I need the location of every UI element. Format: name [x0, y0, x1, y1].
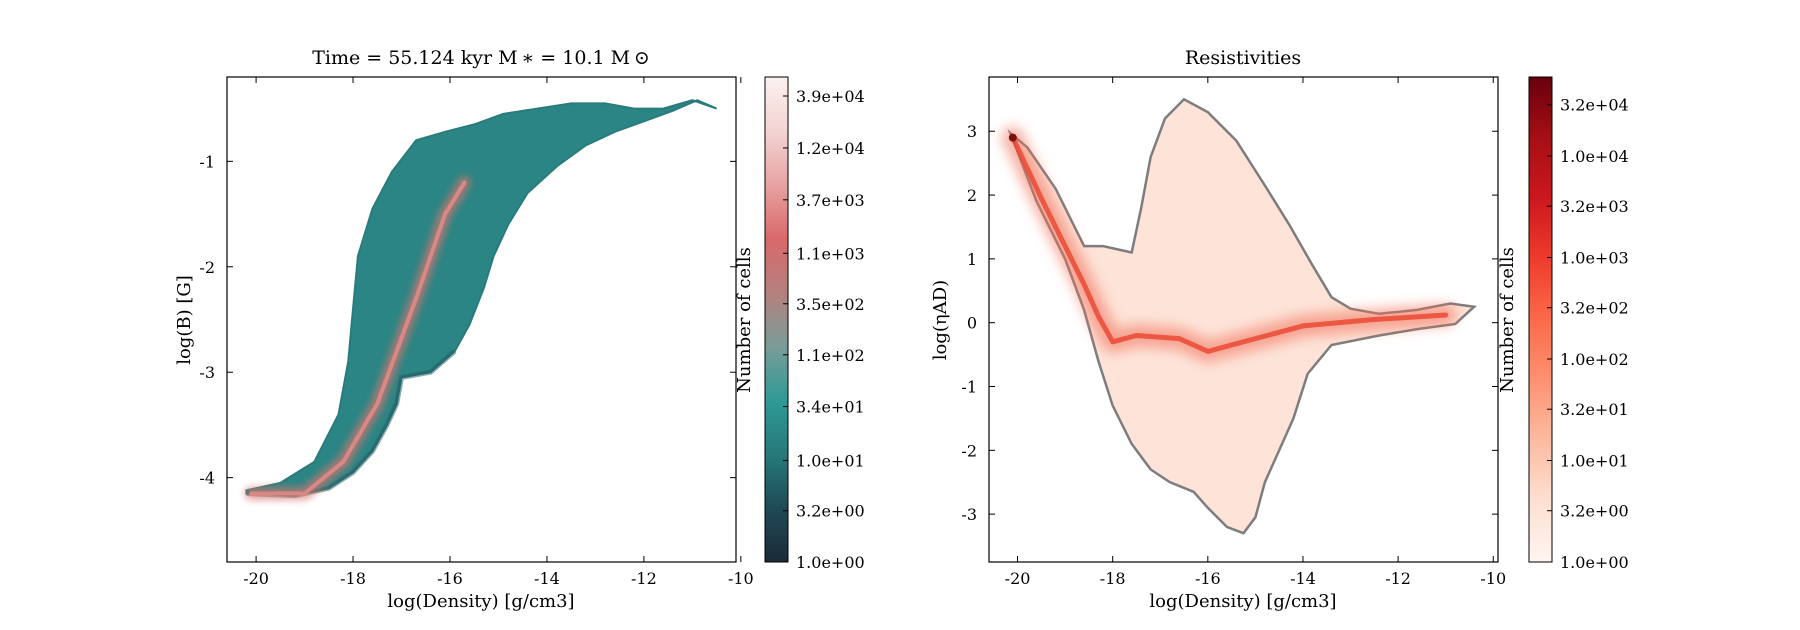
colorbar-tick-label: 3.7e+03 — [796, 191, 865, 210]
colorbar-tick-label: 1.0e+02 — [1560, 350, 1629, 369]
y-tick-label: -3 — [961, 505, 977, 524]
x-axis: -20 -18 -16 -14 -12 -10 — [243, 77, 754, 588]
histogram-region — [1007, 97, 1478, 535]
colorbar-tick-label: 1.1e+03 — [796, 244, 865, 263]
y-tick-label: -1 — [199, 152, 215, 171]
y-axis: -4 -3 -2 -1 — [199, 152, 736, 488]
density-track — [1010, 135, 1449, 354]
colorbar-tick-label: 1.1e+02 — [796, 346, 865, 365]
y-tick-label: 0 — [967, 314, 977, 333]
colorbar-tick-label: 1.2e+04 — [796, 139, 865, 158]
histogram-region — [245, 99, 717, 497]
y-tick-label: 1 — [967, 250, 977, 269]
x-tick-label: -20 — [1005, 569, 1031, 588]
colorbar-tick-label: 1.0e+00 — [1560, 553, 1629, 572]
colorbar — [1528, 76, 1553, 563]
peak-marker — [1008, 133, 1017, 142]
y-tick-label: -3 — [199, 363, 215, 382]
colorbar-tick-label: 3.2e+04 — [1560, 96, 1629, 115]
y-axis-label: log(ηAD) — [930, 280, 951, 360]
colorbar-tick-label: 3.2e+03 — [1560, 197, 1629, 216]
colorbar — [764, 76, 789, 563]
colorbar-ticks: 1.0e+00 3.2e+00 1.0e+01 3.4e+01 1.1e+02 3.5e+… — [783, 87, 865, 572]
y-tick-label: 3 — [967, 122, 977, 141]
chart-title: Resistivities — [1185, 47, 1301, 69]
x-tick-label: -12 — [631, 569, 657, 588]
colorbar-tick-label: 3.2e+02 — [1560, 299, 1629, 318]
colorbar-ticks: 1.0e+00 3.2e+00 1.0e+01 3.2e+01 1.0e+02 3.2e+… — [1547, 96, 1629, 572]
x-tick-label: -10 — [728, 569, 754, 588]
x-axis-label: log(Density) [g/cm3] — [387, 591, 574, 612]
colorbar-tick-label: 3.2e+00 — [796, 502, 865, 521]
colorbar-label: Number of cells — [1497, 247, 1518, 393]
resistivity-panel: Resistivities -20 -18 -16 -14 -12 -10 -3-2-10… — [930, 47, 1629, 612]
x-tick-label: -20 — [243, 569, 269, 588]
colorbar-tick-label: 3.2e+00 — [1560, 502, 1629, 521]
x-tick-label: -16 — [437, 569, 463, 588]
colorbar-tick-label: 3.5e+02 — [796, 295, 865, 314]
chart-title: Time = 55.124 kyr M ∗ = 10.1 M ⊙ — [312, 47, 650, 69]
colorbar-tick-label: 3.2e+01 — [1560, 400, 1629, 419]
x-tick-label: -14 — [534, 569, 560, 588]
x-axis-label: log(Density) [g/cm3] — [1149, 591, 1336, 612]
colorbar-tick-label: 3.9e+04 — [796, 87, 865, 106]
colorbar-tick-label: 1.0e+01 — [1560, 451, 1629, 470]
colorbar-tick-label: 1.0e+01 — [796, 451, 865, 470]
x-tick-label: -10 — [1480, 569, 1506, 588]
colorbar-tick-label: 1.0e+00 — [796, 553, 865, 572]
colorbar-tick-label: 3.4e+01 — [796, 398, 865, 417]
colorbar-tick-label: 1.0e+04 — [1560, 147, 1629, 166]
y-tick-label: -4 — [199, 469, 215, 488]
y-tick-label: 2 — [967, 186, 977, 205]
y-axis-label: log(B) [G] — [174, 275, 195, 365]
y-tick-label: -2 — [961, 441, 977, 460]
x-tick-label: -14 — [1290, 569, 1316, 588]
x-tick-label: -18 — [340, 569, 366, 588]
density-ridge-core — [249, 180, 467, 496]
plot-area — [1001, 97, 1478, 535]
x-tick-label: -18 — [1100, 569, 1126, 588]
y-axis: -3 -2 -1 0 1 2 3 — [961, 122, 1498, 524]
plot-area — [245, 99, 717, 500]
magnetic-field-panel: Time = 55.124 kyr M ∗ = 10.1 M ⊙ -20 -18-… — [174, 47, 865, 612]
x-axis: -20 -18 -16 -14 -12 -10 — [1005, 77, 1506, 588]
axes-frame — [988, 76, 1499, 563]
colorbar-label: Number of cells — [734, 247, 755, 393]
x-tick-label: -16 — [1195, 569, 1221, 588]
colorbar-tick-label: 1.0e+03 — [1560, 248, 1629, 267]
y-tick-label: -1 — [961, 378, 977, 397]
y-tick-label: -2 — [199, 258, 215, 277]
x-tick-label: -12 — [1385, 569, 1411, 588]
axes-frame — [226, 76, 737, 563]
